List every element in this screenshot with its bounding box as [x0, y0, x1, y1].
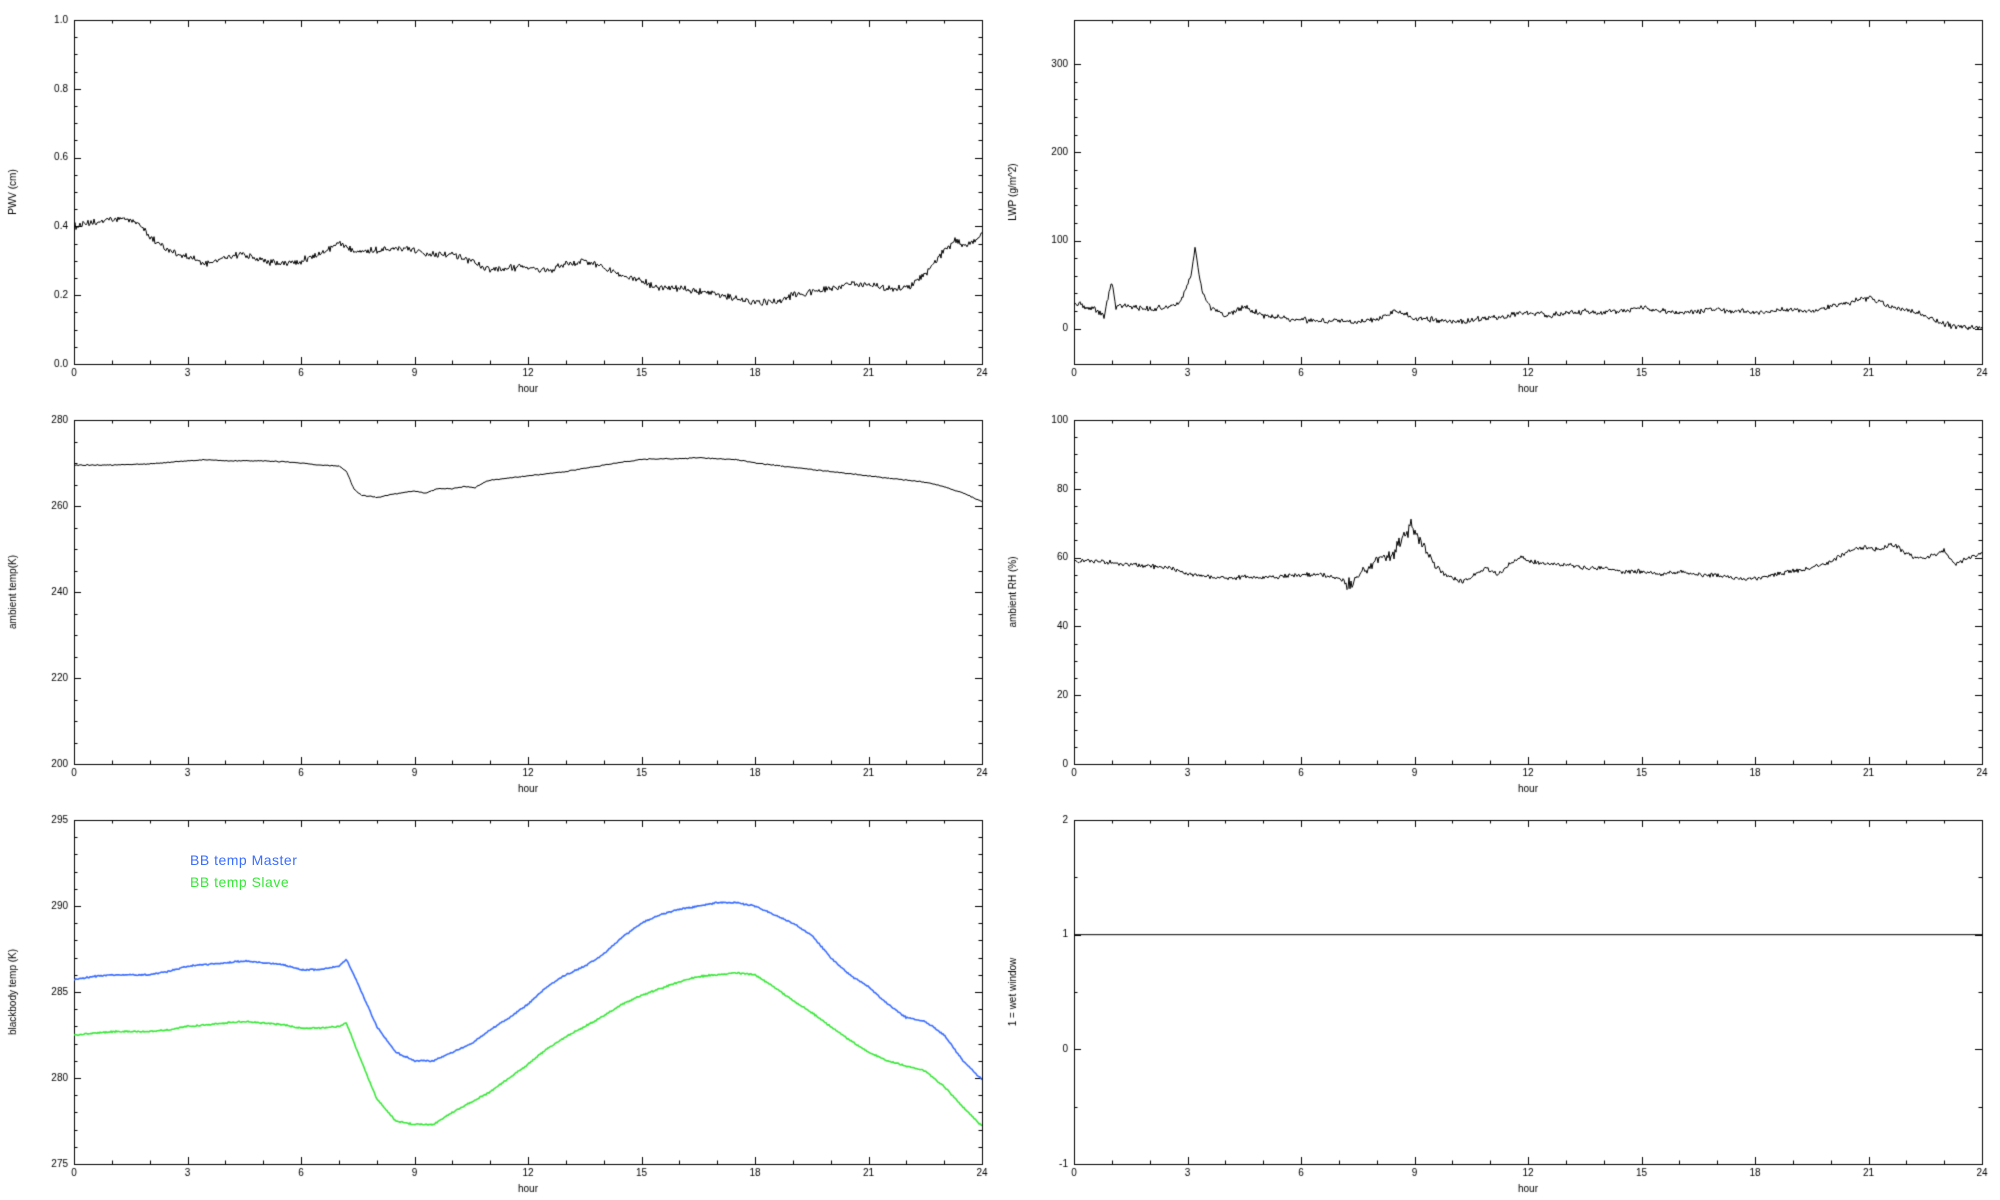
lwp-plot-canvas: [1000, 0, 2000, 400]
legend-bb-temp-master: BB temp Master: [190, 852, 298, 868]
ambient-relative-humidity-plot-canvas: [1000, 400, 2000, 800]
panel-lwp: LWP: [1000, 0, 2000, 400]
ambient-temperature-plot-canvas: [0, 400, 1000, 800]
panel-pwv: PWV: [0, 0, 1000, 400]
panel-ambient-relative-humidity: Ambient Relative Humidity: [1000, 400, 2000, 800]
pwv-plot-canvas: [0, 0, 1000, 400]
panel-blackbody-temperature: Blackbody Temperature BB temp Master BB …: [0, 800, 1000, 1200]
panel-ambient-temperature: Ambient Temperature: [0, 400, 1000, 800]
wet-window-status-plot-canvas: [1000, 800, 2000, 1200]
panel-wet-window-status: Wet Window Status: [1000, 800, 2000, 1200]
blackbody-temperature-plot-canvas: [0, 800, 1000, 1200]
legend-bb-temp-slave: BB temp Slave: [190, 874, 290, 890]
